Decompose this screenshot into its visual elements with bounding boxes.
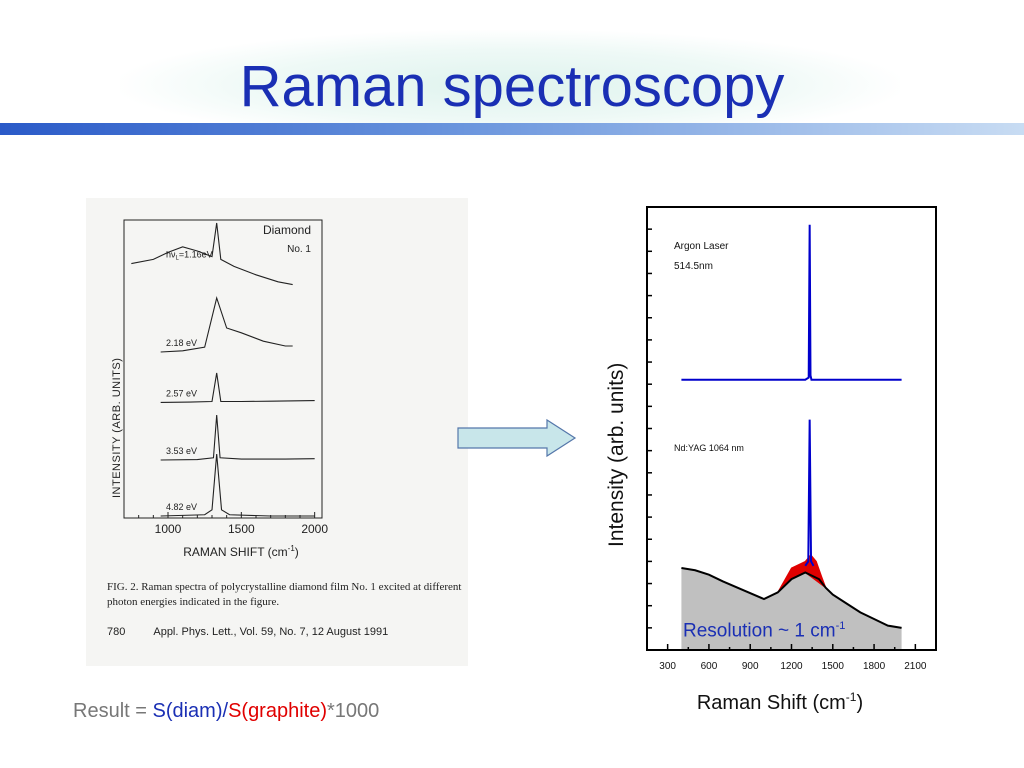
right-x-tick-label: 1800 (863, 661, 886, 672)
left-x-tick-label: 2000 (301, 522, 328, 536)
right-background-line (681, 567, 902, 629)
right-x-tick-label: 1500 (822, 661, 845, 672)
left-series-label: hνL=1.16eV (166, 250, 213, 262)
left-series-label: 2.57 eV (166, 388, 197, 398)
left-chart-title: Diamond (263, 223, 311, 237)
left-series-label: 3.53 eV (166, 446, 197, 456)
right-series-line (804, 419, 815, 567)
right-x-tick-label: 2100 (904, 661, 927, 672)
result-term-graphite: S(graphite) (228, 700, 327, 722)
result-slash: / (222, 700, 229, 722)
figure-caption: FIG. 2. Raman spectra of polycrystalline… (107, 581, 462, 608)
right-legend-ndyag: Nd:YAG 1064 nm (674, 443, 744, 453)
left-series-line (160, 372, 315, 403)
right-raman-chart: 300 600 900 1200 1500 1800 2100 Argon Laser 51… (605, 206, 937, 714)
scanned-figure-panel (86, 198, 468, 666)
right-x-label-text: Raman Shift (cm (697, 692, 846, 714)
left-series-line (160, 296, 293, 353)
left-plot-frame (123, 219, 323, 519)
right-background-fill (681, 568, 902, 650)
right-x-tick-label: 1200 (780, 661, 803, 672)
right-x-tick-label: 300 (659, 661, 676, 672)
left-chart-subtitle: No. 1 (287, 244, 311, 255)
right-chart-x-label: Raman Shift (cm-1) (697, 690, 863, 714)
result-formula: Result = S(diam)/S(graphite)*1000 (73, 700, 379, 723)
left-x-label-close: ) (295, 545, 299, 559)
resolution-annotation: Resolution ~ 1 cm-1 (683, 620, 845, 642)
page-title: Raman spectroscopy (239, 54, 785, 119)
result-prefix: Result = (73, 700, 153, 722)
resolution-sup: -1 (835, 620, 846, 632)
left-series-line (131, 222, 293, 286)
resolution-text: Resolution ~ 1 cm (683, 620, 836, 642)
left-series-line (160, 414, 315, 461)
title-background (120, 30, 900, 140)
left-series-line (160, 453, 315, 517)
right-x-tick-label: 600 (701, 661, 718, 672)
right-legend-argon: Argon Laser (674, 241, 729, 252)
reference-page: 780 (107, 626, 126, 638)
left-x-tick-label: 1500 (228, 522, 255, 536)
figure-reference: 780 Appl. Phys. Lett., Vol. 59, No. 7, 12… (107, 626, 467, 638)
left-series-label: 4.82 eV (166, 502, 197, 512)
right-x-tick-label: 900 (742, 661, 759, 672)
arrow-right-icon (457, 418, 577, 458)
result-suffix: *1000 (327, 700, 380, 722)
right-x-label-close: ) (856, 692, 863, 714)
right-legend-argon-wavelength: 514.5nm (674, 261, 713, 272)
title-underline-bar (0, 123, 1024, 135)
reference-journal: Appl. Phys. Lett., Vol. 59, No. 7, 12 Au… (153, 626, 389, 638)
left-x-label-sup: -1 (288, 544, 296, 553)
result-term-diamond: S(diam) (152, 700, 223, 722)
right-chart-y-label: Intensity (arb. units) (605, 363, 628, 547)
left-chart-y-label: INTENSITY (ARB. UNITS) (111, 358, 123, 498)
left-x-tick-label: 1000 (155, 522, 182, 536)
left-chart-x-label: RAMAN SHIFT (cm-1) (183, 544, 299, 559)
right-x-label-sup: -1 (846, 690, 857, 704)
right-series-line (681, 224, 902, 381)
left-series-label: 2.18 eV (166, 338, 197, 348)
left-x-label-text: RAMAN SHIFT (cm (183, 545, 287, 559)
left-raman-chart: 1000 1500 2000 hνL=1.16eV 2.18 eV 2.57 eV 3.5… (111, 219, 328, 559)
